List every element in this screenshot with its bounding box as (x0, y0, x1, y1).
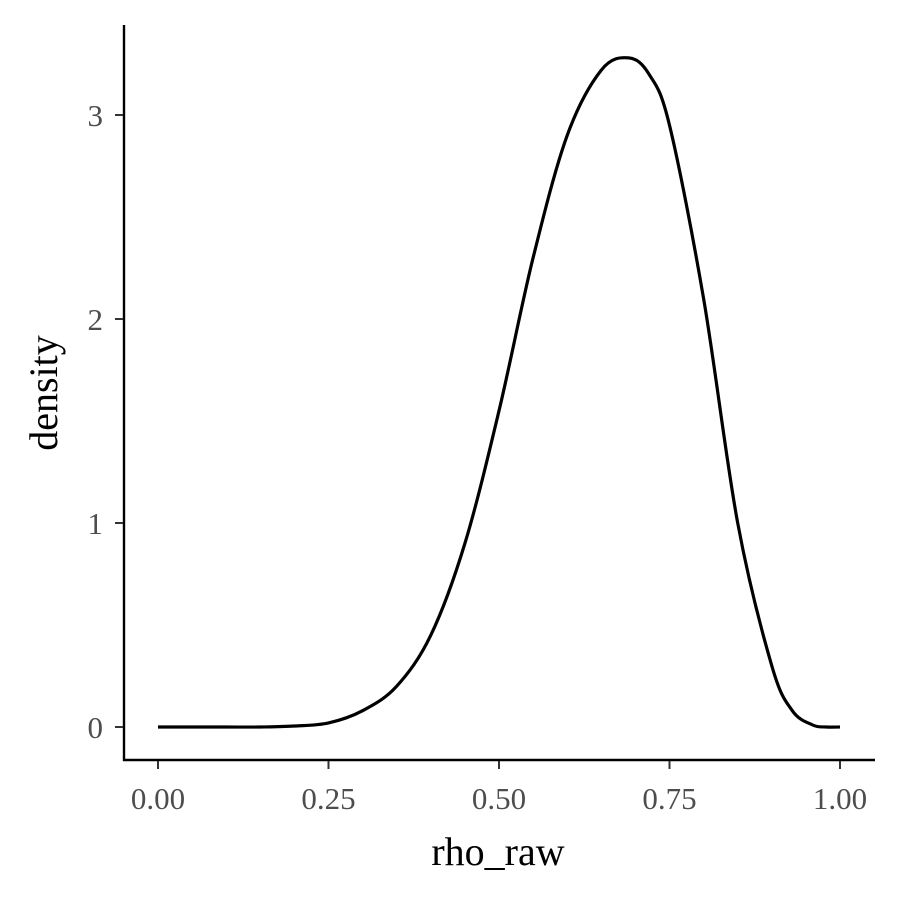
y-tick-label: 1 (88, 506, 104, 541)
x-tick-label: 0.00 (131, 781, 185, 816)
y-tick-label: 3 (88, 98, 104, 133)
plot-area (157, 56, 841, 729)
y-tick-label: 0 (88, 710, 104, 745)
ticks: 0.00 0.25 0.50 0.75 1.00 0 1 2 3 (88, 98, 868, 816)
x-axis-title: rho_raw (431, 829, 564, 874)
y-axis-title: density (21, 335, 66, 451)
x-tick-label: 0.75 (642, 781, 696, 816)
axes (122, 25, 875, 762)
x-tick-label: 0.50 (472, 781, 526, 816)
density-curve (157, 56, 841, 729)
x-tick-label: 0.25 (301, 781, 355, 816)
y-tick-label: 2 (88, 302, 104, 337)
x-tick-label: 1.00 (813, 781, 867, 816)
